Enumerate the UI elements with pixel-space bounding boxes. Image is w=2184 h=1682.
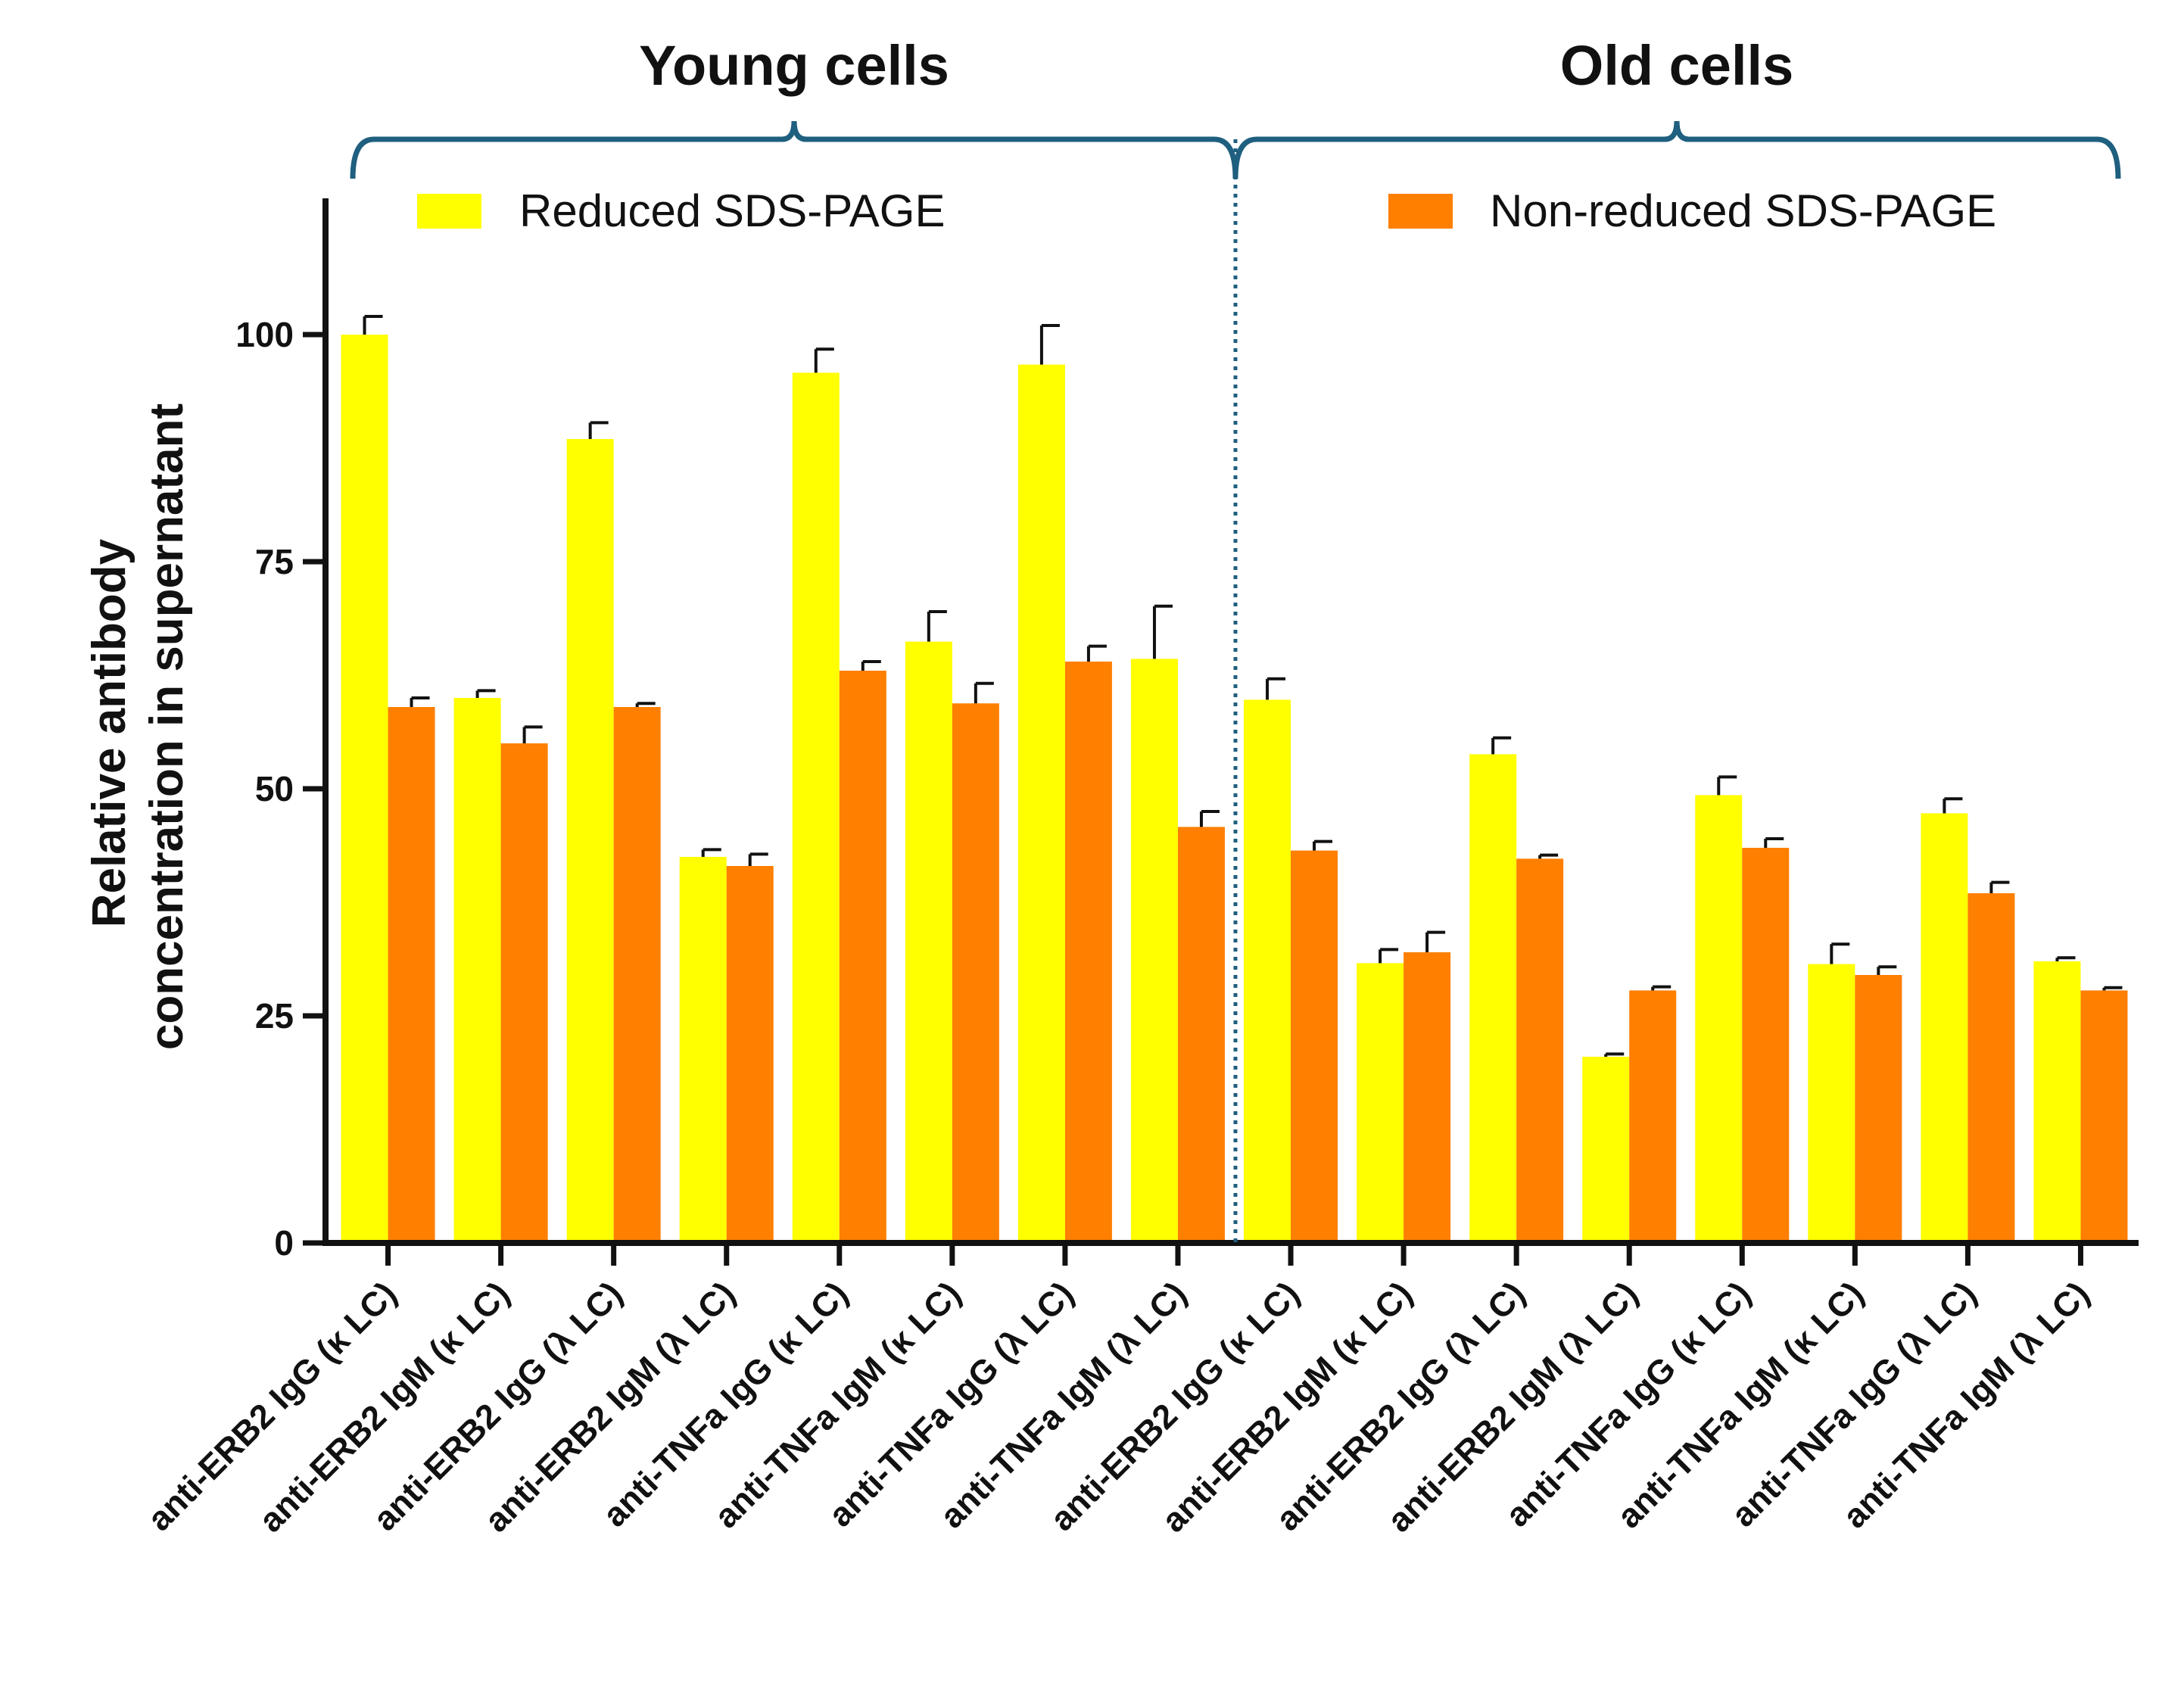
legend-swatch-reduced <box>417 194 481 229</box>
bar-reduced <box>453 698 501 1243</box>
bar-non-reduced <box>1177 827 1225 1243</box>
legend-label-reduced: Reduced SDS-PAGE <box>519 185 945 236</box>
y-tick-label: 75 <box>255 542 294 581</box>
bar-non-reduced <box>2080 990 2128 1243</box>
bar-reduced <box>566 439 614 1243</box>
bar-reduced <box>792 372 840 1243</box>
bar-reduced <box>1808 964 1855 1243</box>
bar-reduced <box>341 335 388 1243</box>
bar-reduced <box>1130 659 1178 1243</box>
bar-non-reduced <box>952 703 999 1243</box>
bars <box>341 315 2128 1244</box>
bar-non-reduced <box>1516 858 1564 1243</box>
y-axis-label-line1: Relative antibody <box>83 538 136 927</box>
group-brackets: Young cells Old cells <box>350 34 2121 179</box>
bar-reduced <box>1695 795 1743 1243</box>
bar-reduced <box>1017 364 1065 1244</box>
bar-non-reduced <box>839 671 886 1243</box>
bar-reduced <box>1357 963 1404 1243</box>
bar-reduced <box>1582 1057 1630 1243</box>
bar-reduced <box>2033 961 2081 1243</box>
bar-non-reduced <box>1629 990 1677 1243</box>
bar-reduced <box>679 857 727 1243</box>
legend-swatch-non-reduced <box>1388 194 1453 229</box>
bar-non-reduced <box>1404 952 1451 1243</box>
bar-reduced <box>905 641 952 1243</box>
legend-label-non-reduced: Non-reduced SDS-PAGE <box>1490 185 1996 236</box>
bar-non-reduced <box>1291 850 1338 1243</box>
bar-reduced <box>1469 754 1517 1243</box>
bar-non-reduced <box>1855 975 1902 1243</box>
bar-non-reduced <box>500 743 548 1243</box>
y-tick-label: 0 <box>274 1223 294 1263</box>
bar-non-reduced <box>1064 662 1112 1243</box>
bar-non-reduced <box>726 866 774 1243</box>
bar-reduced <box>1921 813 1968 1243</box>
group-bracket <box>1232 120 2121 179</box>
bar-non-reduced <box>1742 848 1790 1243</box>
y-axis-label-line2: concentration in supernatant <box>141 403 193 1050</box>
group-bracket <box>350 120 1238 179</box>
bar-non-reduced <box>613 707 661 1243</box>
axes <box>322 139 2139 1246</box>
bar-non-reduced <box>388 707 435 1243</box>
y-tick-label: 50 <box>255 769 294 808</box>
y-tick-label: 25 <box>255 996 294 1036</box>
group-label-old: Old cells <box>1560 34 1793 97</box>
group-label-young: Young cells <box>639 34 949 97</box>
y-tick-label: 100 <box>235 315 294 354</box>
y-axis-label: Relative antibody concentration in super… <box>83 403 193 1050</box>
legend: Reduced SDS-PAGE Non-reduced SDS-PAGE <box>417 185 1996 236</box>
bar-reduced <box>1244 699 1291 1243</box>
bar-non-reduced <box>1967 893 2015 1243</box>
